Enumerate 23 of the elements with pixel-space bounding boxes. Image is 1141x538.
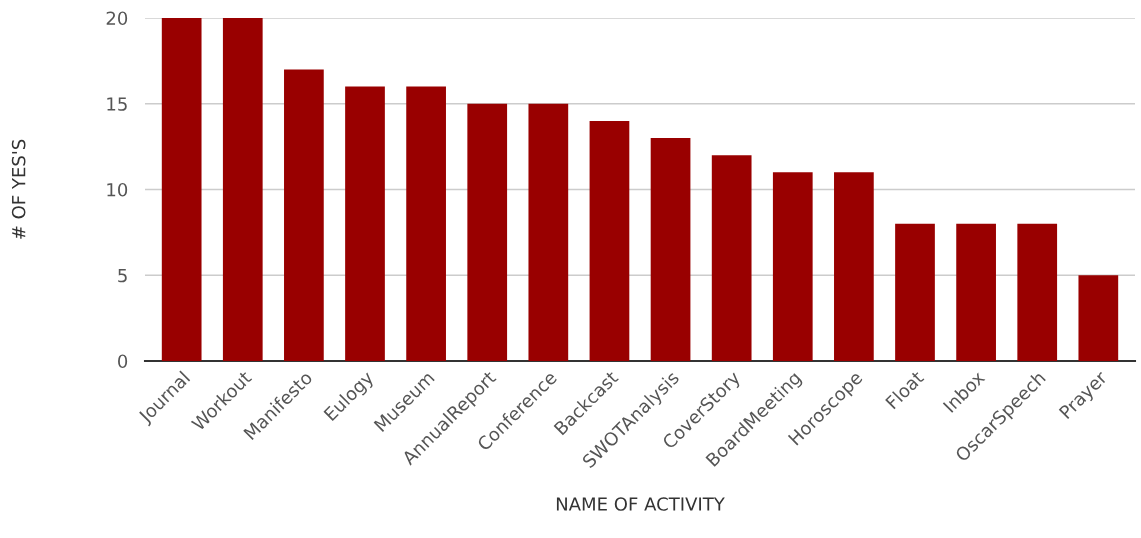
bar (956, 223, 996, 361)
bar (406, 86, 446, 361)
x-axis-title: NAME OF ACTIVITY (556, 497, 725, 511)
bar (528, 103, 569, 361)
bar (711, 155, 752, 361)
bar (589, 120, 630, 361)
y-tick-label: 15 (107, 97, 127, 111)
bar (650, 138, 691, 361)
bar (772, 172, 813, 361)
y-tick-label: 10 (107, 182, 128, 197)
bar (1017, 223, 1058, 361)
bar (895, 223, 935, 361)
bar (345, 86, 385, 361)
bar (284, 69, 324, 361)
y-tick-label: 20 (106, 11, 128, 26)
bar (222, 18, 263, 361)
bar (161, 18, 202, 361)
bar (834, 172, 874, 361)
y-tick-label: 0 (118, 354, 128, 369)
y-tick-label: 5 (118, 268, 127, 283)
y-axis-title: # OF YES'S (11, 139, 26, 239)
bar (1078, 275, 1119, 361)
bar (467, 103, 508, 361)
